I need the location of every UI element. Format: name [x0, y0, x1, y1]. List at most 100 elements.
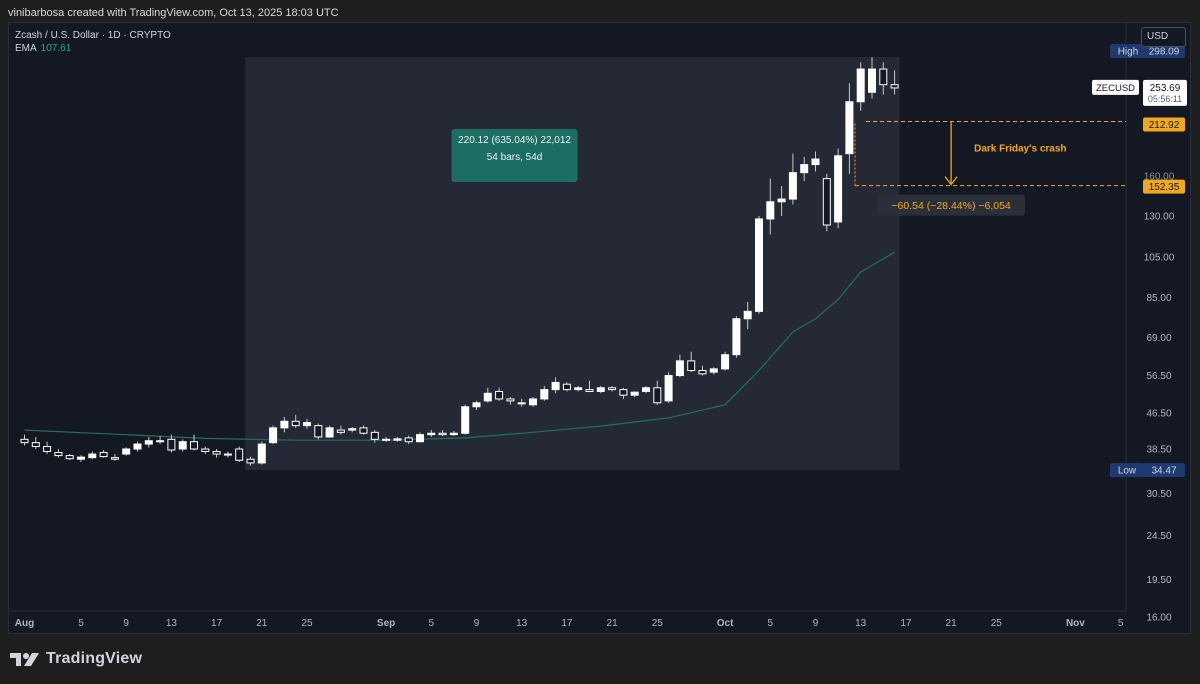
tradingview-logo[interactable]: TradingView	[10, 650, 142, 668]
candle	[427, 430, 436, 437]
chart-legend: Zcash / U.S. Dollar · 1D · CRYPTO EMA 107…	[15, 29, 171, 55]
candle	[54, 449, 63, 458]
candle-body	[314, 425, 323, 438]
candle	[732, 316, 741, 358]
countdown: 05:56:11	[1148, 94, 1182, 104]
x-tick-label: 25	[652, 618, 664, 629]
symbol-tag-bg	[1092, 79, 1139, 95]
candle	[596, 385, 605, 394]
y-tick-label: 19.50	[1146, 575, 1171, 586]
currency-button[interactable]: USD	[1141, 27, 1186, 47]
candle-body	[303, 422, 311, 427]
candle	[336, 425, 345, 435]
candle-body	[755, 218, 763, 312]
candle-body	[822, 178, 831, 226]
last-price: 253.69	[1150, 83, 1181, 94]
x-tick-label: 17	[561, 618, 573, 629]
candle	[788, 153, 797, 205]
candle	[755, 215, 763, 314]
y-tick-label: 130.00	[1144, 211, 1175, 222]
x-tick-label: 25	[991, 618, 1003, 629]
candle-body	[416, 434, 424, 443]
candle-body	[788, 172, 797, 200]
candle	[122, 447, 131, 456]
chart-frame: Dark Friday's crash −60.54 (−28.44%) −6,0…	[8, 22, 1191, 634]
candle-body	[393, 438, 402, 441]
candle-body	[664, 375, 673, 402]
measure-label-box	[451, 129, 578, 182]
candle-body	[834, 155, 843, 223]
candle-body	[88, 453, 97, 459]
candle-body	[178, 441, 187, 450]
candle-body	[506, 398, 515, 402]
candle-body	[280, 420, 289, 429]
x-tick-label: 13	[166, 618, 178, 629]
candles-group	[20, 57, 899, 466]
x-tick-label: 17	[900, 618, 912, 629]
candle	[133, 441, 142, 452]
candle-body	[743, 310, 752, 320]
x-tick-label: 13	[516, 618, 528, 629]
tradingview-logo-icon	[10, 653, 39, 666]
candle	[721, 351, 730, 371]
candle-body	[31, 442, 40, 448]
candle-body	[529, 398, 537, 406]
x-tick-label: 21	[946, 618, 958, 629]
x-tick-label: 9	[813, 618, 819, 629]
candle-body	[562, 383, 571, 391]
change-readout-box	[877, 194, 1026, 216]
measure-label-line1: 220.12 (635.04%) 22,012	[458, 135, 571, 146]
candle-body	[438, 432, 447, 436]
candle-body	[845, 101, 854, 155]
low-tag-value-bg	[1143, 463, 1185, 478]
candle	[382, 436, 391, 442]
candle	[348, 426, 357, 433]
candle-body	[449, 432, 458, 436]
price-chart[interactable]: Dark Friday's crash −60.54 (−28.44%) −6,0…	[9, 23, 1191, 634]
ema-line	[24, 251, 895, 441]
symbol-title[interactable]: Zcash / U.S. Dollar · 1D · CRYPTO	[15, 30, 171, 41]
candle	[461, 404, 470, 435]
candle-body	[585, 389, 594, 392]
candle	[800, 156, 809, 182]
candle-body	[325, 427, 334, 438]
x-tick-label: 9	[123, 618, 129, 629]
candle	[495, 387, 504, 401]
candle-body	[77, 456, 85, 460]
candle	[472, 400, 481, 410]
ema-label[interactable]: EMA	[15, 43, 37, 54]
candle	[20, 434, 29, 446]
candle	[156, 436, 165, 445]
candle	[314, 423, 323, 440]
x-tick-label: 5	[429, 618, 435, 629]
candle	[449, 430, 458, 437]
candle-body	[404, 437, 413, 443]
candle	[77, 455, 85, 462]
candle-body	[540, 389, 549, 400]
candle-body	[574, 387, 583, 391]
candle-body	[653, 387, 662, 404]
candle	[868, 57, 876, 99]
candle	[642, 385, 650, 394]
candle	[777, 186, 786, 216]
candle	[811, 151, 820, 172]
low-tag-label-bg	[1110, 463, 1144, 478]
candle	[630, 391, 639, 398]
candle-body	[133, 443, 142, 450]
candle-body	[235, 448, 244, 461]
candle-body	[596, 387, 605, 392]
chart-caption: vinibarbosa created with TradingView.com…	[8, 7, 339, 19]
symbol-tag: ZECUSD	[1096, 83, 1135, 94]
y-tick-label: 69.00	[1146, 333, 1171, 344]
candle-body	[257, 443, 266, 464]
candle	[43, 441, 52, 455]
y-tick-label: 46.50	[1146, 408, 1171, 419]
candle-body	[675, 360, 684, 377]
candle-body	[721, 354, 730, 370]
y-tick-label: 38.50	[1146, 445, 1171, 456]
crash-arrow-head	[944, 176, 958, 186]
high-tag-value: 298.09	[1149, 47, 1180, 58]
candle-body	[167, 438, 176, 451]
candle-body	[156, 440, 165, 443]
candle-body	[868, 68, 876, 93]
